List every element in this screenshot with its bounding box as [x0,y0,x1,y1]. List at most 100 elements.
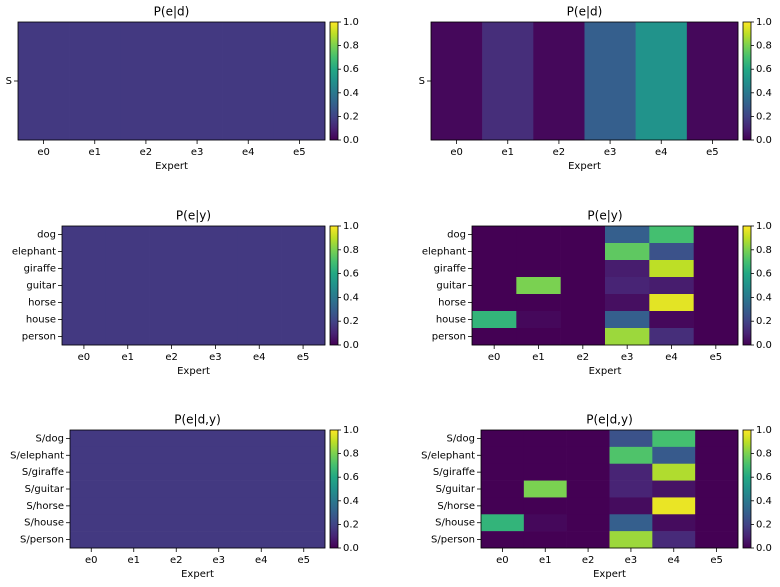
heatmap-cell [155,446,198,465]
heatmap-cell [155,497,198,515]
chart-title: P(e|y) [587,209,622,223]
heatmap-cell [171,22,223,141]
colorbar-tick-label: 0.8 [343,245,359,256]
heatmap-cell [197,430,241,448]
heatmap-cell [523,463,567,481]
heatmap-cell [472,226,517,244]
heatmap-cell [155,480,198,498]
x-tick-label: e5 [710,352,723,363]
colorbar-tick-label: 0.6 [343,472,359,483]
heatmap-cell [516,294,561,312]
heatmap-cell [686,22,739,141]
y-tick-label: dog [37,230,56,241]
y-tick-label: person [22,332,56,343]
colorbar-tick-label: 0.0 [756,543,772,554]
y-tick-label: giraffe [434,264,466,275]
heatmap-cell [605,226,650,244]
heatmap-cell [523,446,567,465]
heatmap-cell [605,328,650,346]
heatmap-cell [62,243,107,261]
heatmap-cell [560,311,606,329]
heatmap-cell [523,497,567,515]
heatmap-cell [472,243,517,261]
colorbar-frame [329,225,339,346]
chart-title: P(e|d,y) [586,413,633,427]
heatmap-cell [472,260,517,278]
y-tick-label: house [26,315,56,326]
heatmap-cell [431,22,483,141]
x-tick-label: e4 [255,555,268,566]
x-tick-label: e4 [242,147,255,158]
colorbar-tick-label: 0.8 [343,449,359,460]
heatmap-cell [566,514,610,532]
y-tick-label: S/elephant [10,450,64,461]
colorbar-tick-label: 0.6 [756,472,772,483]
x-axis-label: Expert [568,161,601,172]
colorbar-frame [742,225,752,346]
heatmap-cell [566,463,610,481]
colorbar [330,22,338,140]
heatmap-cell [560,243,606,261]
heatmap-cell [481,531,525,549]
heatmap-cell [695,514,739,532]
heatmap-cell [516,226,561,244]
x-tick-label: e4 [655,147,668,158]
heatmap-cell [609,463,653,481]
heatmap-cell [482,22,534,141]
colorbar-tick-label: 0.8 [756,449,772,460]
heatmap-cell [516,260,561,278]
heatmap-cell [635,22,688,141]
y-tick-label: S/giraffe [433,467,475,478]
heatmap-cell [609,480,653,498]
heatmap-cell [649,260,694,278]
heatmap-cell [566,497,610,515]
heatmap-cell [237,311,282,329]
x-tick-label: e0 [450,147,463,158]
y-tick-label: S/person [431,535,475,546]
heatmap-cell [282,480,326,498]
heatmap-cell [609,446,653,465]
heatmap-cell [693,226,739,244]
colorbar [330,226,338,345]
heatmap-cell [112,514,156,532]
colorbar-tick-label: 0.8 [343,41,359,52]
x-tick-label: e3 [604,147,617,158]
heatmap-cell [695,497,739,515]
heatmap-cell [105,243,150,261]
heatmap-cell [18,22,70,141]
colorbar-tick-label: 0.2 [756,519,772,530]
heatmap-cell [112,497,156,515]
colorbar-tick-label: 0.2 [756,111,772,122]
colorbar-tick-label: 0.6 [343,64,359,75]
heatmap-cell [605,260,650,278]
heatmap-cell [693,243,739,261]
colorbar-tick-label: 0.6 [756,269,772,280]
heatmap-cell [155,430,198,448]
y-tick-label: S/guitar [436,484,476,495]
x-tick-label: e1 [539,555,552,566]
x-axis-label: Expert [593,569,626,580]
heatmap-cell [197,446,241,465]
heatmap-cell [105,294,150,312]
colorbar-tick-label: 1.0 [343,221,359,232]
x-tick-label: e0 [85,555,98,566]
colorbar-tick-label: 0.4 [343,496,359,507]
x-tick-label: e2 [553,147,566,158]
heatmap-cell [281,294,326,312]
chart-title: P(e|y) [176,209,211,223]
heatmap-cell [695,531,739,549]
heatmap-cell [481,514,525,532]
heatmap-cell [516,243,561,261]
heatmap-cell [281,311,326,329]
heatmap-cell [70,514,113,532]
y-tick-label: S/house [24,518,64,529]
heatmap-cell [70,531,113,549]
heatmap-cell [695,480,739,498]
colorbar-tick-label: 0.0 [343,135,359,146]
heatmap-cell [155,531,198,549]
colorbar-frame [329,429,339,549]
y-tick-label: guitar [436,281,467,292]
heatmap-cell [240,430,283,448]
y-tick-label: S/dog [35,433,64,444]
y-tick-label: elephant [422,247,466,258]
